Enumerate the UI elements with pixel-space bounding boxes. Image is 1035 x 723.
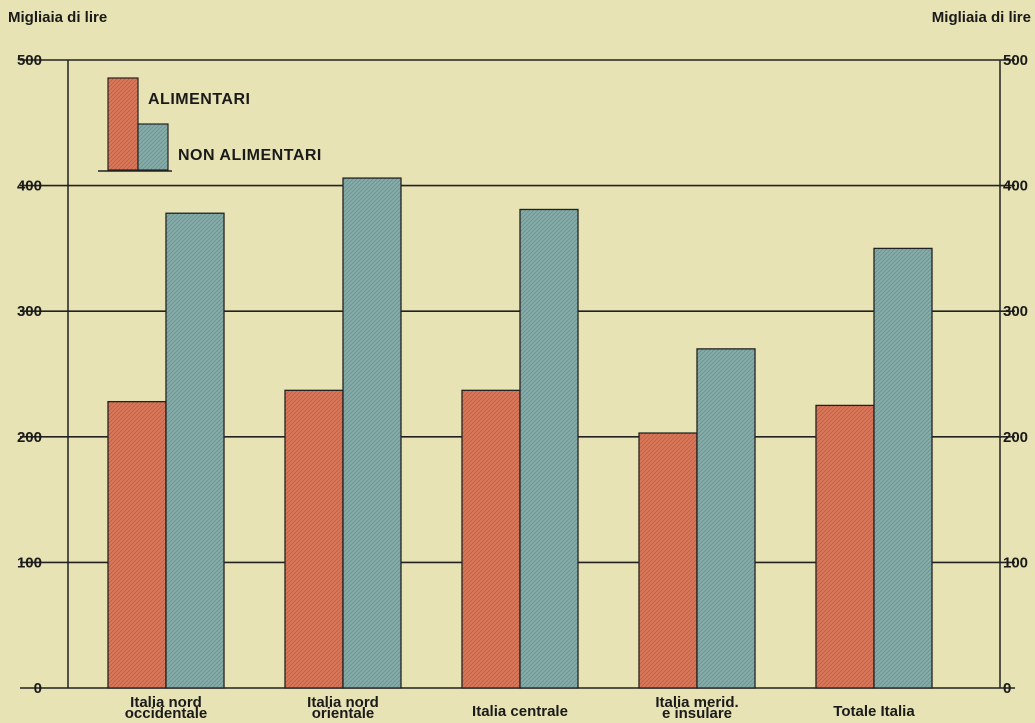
legend-swatch-non-alimentari xyxy=(137,123,169,171)
bar-non-alimentari xyxy=(519,208,579,689)
bar-alimentari xyxy=(461,389,521,689)
category-label: Italia centrale xyxy=(472,703,568,720)
category-label: occidentale xyxy=(125,705,208,722)
right-tick-label: 100 xyxy=(1003,554,1028,571)
bar-non-alimentari xyxy=(873,247,933,689)
bar-alimentari xyxy=(638,432,698,689)
bar-non-alimentari xyxy=(165,212,225,689)
left-tick-label: 100 xyxy=(17,554,42,571)
left-tick-label: 300 xyxy=(17,303,42,320)
bar-alimentari xyxy=(107,400,167,689)
right-tick-labels: 0 100 200 300 400 500 xyxy=(1003,52,1028,697)
right-axis-label: Migliaia di lire xyxy=(932,9,1031,26)
legend: ALIMENTARI NON ALIMENTARI xyxy=(98,77,322,172)
left-tick-label: 200 xyxy=(17,429,42,446)
bar-non-alimentari xyxy=(342,177,402,689)
left-tick-labels: 0 100 200 300 400 500 xyxy=(17,52,42,697)
bars xyxy=(107,177,933,689)
category-label: Totale Italia xyxy=(833,703,915,720)
right-tick-label: 0 xyxy=(1003,680,1011,697)
category-label: Italia merid. xyxy=(655,694,738,711)
right-tick-label: 400 xyxy=(1003,178,1028,195)
left-tick-label: 400 xyxy=(17,178,42,195)
bar-alimentari xyxy=(815,404,875,689)
left-tick-label: 0 xyxy=(34,680,42,697)
category-label: orientale xyxy=(312,705,375,722)
bar-non-alimentari xyxy=(696,348,756,689)
right-tick-label: 200 xyxy=(1003,429,1028,446)
right-tick-label: 500 xyxy=(1003,52,1028,69)
category-label: Italia nord xyxy=(130,694,202,711)
legend-swatch-alimentari xyxy=(107,77,139,171)
legend-label-non-alimentari: NON ALIMENTARI xyxy=(178,147,322,164)
left-tick-label: 500 xyxy=(17,52,42,69)
category-label: Italia nord xyxy=(307,694,379,711)
category-label: e insulare xyxy=(662,705,732,722)
left-axis-label: Migliaia di lire xyxy=(8,9,107,26)
legend-label-alimentari: ALIMENTARI xyxy=(148,91,250,108)
bar-alimentari xyxy=(284,389,344,689)
right-tick-label: 300 xyxy=(1003,303,1028,320)
